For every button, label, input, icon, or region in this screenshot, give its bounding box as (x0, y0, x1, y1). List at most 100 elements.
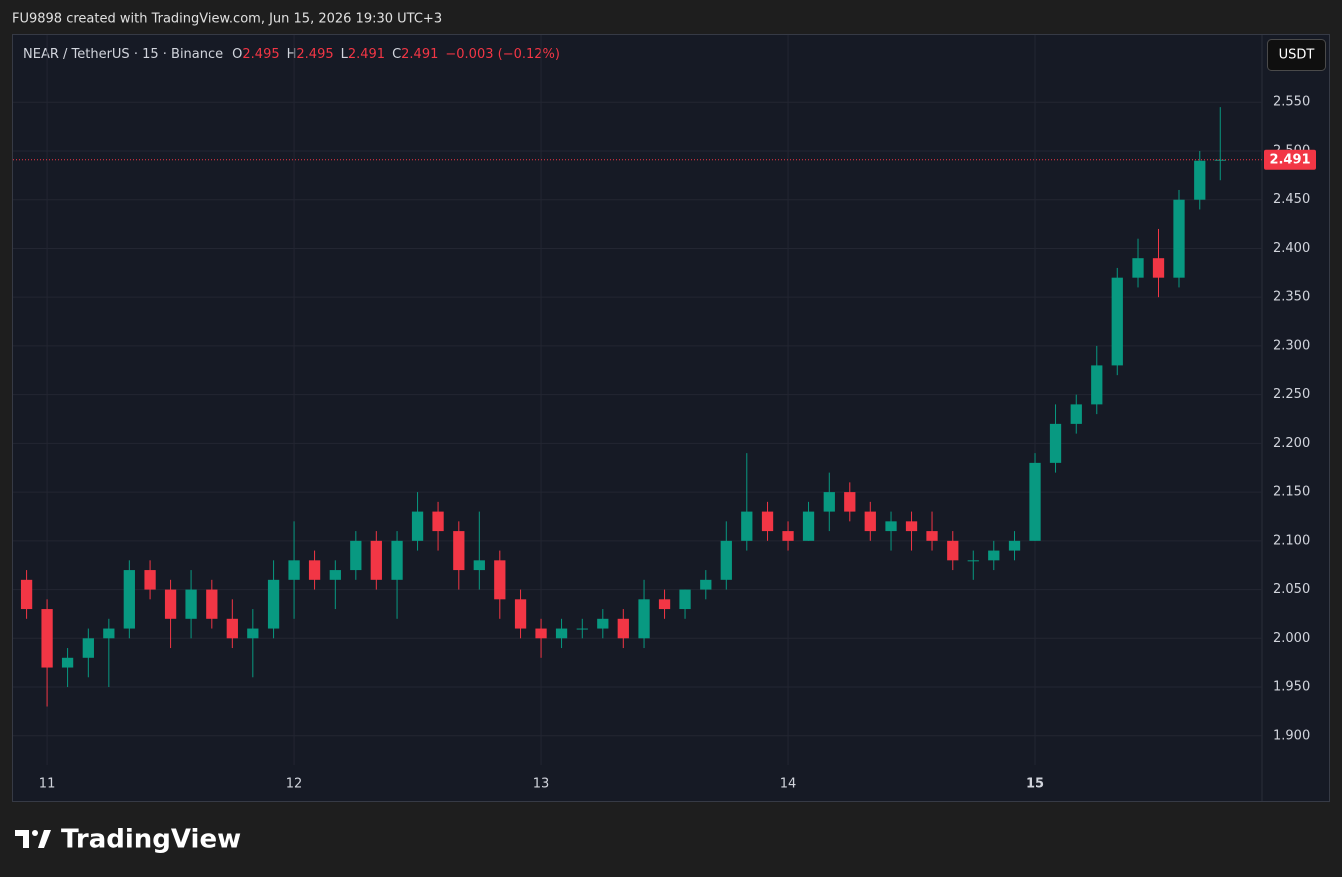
candle-body (1091, 365, 1103, 405)
legend-item: H (287, 47, 297, 62)
legend-text: NEAR / TetherUS · 15 · Binance O2.495 H2.4… (23, 47, 560, 62)
legend-item: NEAR / TetherUS · 15 · Binance (23, 47, 223, 62)
candle-body (1049, 423, 1062, 463)
candle-body (1173, 199, 1185, 278)
candle-body (144, 570, 156, 590)
candle-body (741, 511, 753, 541)
candle-body (967, 560, 979, 562)
candle-body (226, 618, 238, 639)
legend-item: 2.491 (401, 47, 438, 62)
candle-body (658, 599, 671, 610)
candle-body (1008, 540, 1021, 551)
candle-body (1194, 160, 1206, 200)
candle-body (555, 628, 568, 639)
y-tick-label: 2.550 (1273, 95, 1310, 110)
legend-item: O (232, 47, 242, 62)
candle-body (1214, 159, 1226, 161)
footer-logo-icon (15, 830, 51, 848)
y-tick-label: 2.250 (1273, 387, 1310, 402)
x-tick-label: 12 (286, 777, 303, 792)
candle-body (185, 589, 197, 619)
candle-body (1029, 462, 1041, 541)
candle-body (1070, 404, 1082, 424)
y-tick-label: 2.350 (1273, 290, 1310, 305)
x-tick-label: 11 (39, 777, 56, 792)
y-tick-label: 2.200 (1273, 436, 1310, 451)
legend-item: 2.495 (296, 47, 333, 62)
candle-body (844, 492, 856, 512)
candle-body (617, 618, 629, 639)
x-tick-label: 15 (1026, 777, 1044, 792)
y-tick-label: 2.300 (1273, 338, 1310, 353)
candle-body (206, 589, 218, 619)
y-tick-label: 2.100 (1273, 533, 1310, 548)
currency-button[interactable] (1267, 39, 1326, 71)
logo-shape (38, 830, 51, 848)
candle-body (885, 521, 897, 532)
candle-body (576, 628, 588, 630)
candle-body (329, 570, 341, 580)
plot: 1.900 1.950 2.000 2.050 2.100 2.150 2.200 2.250… (13, 35, 1316, 792)
legend-item: C (392, 47, 401, 62)
chart-pane (12, 34, 1330, 802)
candle-body (905, 521, 918, 532)
candle-body (988, 550, 1000, 561)
candle-body (494, 560, 506, 600)
candle-body (679, 589, 691, 610)
candle-body (432, 511, 444, 532)
y-tick-label: 2.150 (1273, 485, 1310, 500)
candle-body (761, 511, 774, 532)
last-price-badge (1264, 149, 1316, 170)
y-tick-label: 1.900 (1273, 728, 1310, 743)
candle-body (350, 540, 362, 571)
candle-body (1152, 258, 1165, 278)
footer-logo: TradingView (61, 825, 241, 855)
legend-item: −0.003 (−0.12%) (445, 47, 560, 62)
y-tick-label: 2.000 (1273, 631, 1310, 646)
candle-body (638, 599, 650, 639)
y-tick-label: 1.950 (1273, 680, 1310, 695)
candle-body (720, 540, 732, 580)
legend: NEAR / TetherUS · 15 · Binance O2.495 H2.4… (23, 47, 560, 62)
candle-body (700, 579, 712, 590)
candle-body (1132, 258, 1144, 278)
candle-body (782, 531, 794, 541)
candle-body (267, 579, 280, 629)
candle-body (82, 638, 94, 658)
candle-body (103, 628, 115, 639)
header: FU9898 created with TradingView.com, Jun… (12, 12, 442, 27)
candle-body (926, 531, 938, 541)
candle-body (61, 657, 74, 668)
candle-body (308, 560, 321, 580)
candle-body (823, 492, 835, 512)
y-tick-label: 2.400 (1273, 241, 1310, 256)
last-price-label: 2.491 (1269, 152, 1310, 167)
candle-body (473, 560, 485, 571)
currency-label[interactable]: USDT (1279, 48, 1315, 63)
candle-body (535, 628, 547, 639)
logo-dot (32, 830, 38, 836)
candle-body (247, 628, 259, 639)
candle-body (947, 540, 959, 561)
y-tick-label: 2.450 (1273, 192, 1310, 207)
logo-shape (15, 830, 29, 848)
x-tick-label: 14 (780, 777, 797, 792)
candle-body (411, 511, 424, 541)
x-tick-label: 13 (533, 777, 550, 792)
legend-item: 2.495 (242, 47, 279, 62)
candle-body (514, 599, 527, 629)
legend-item: 2.491 (348, 47, 385, 62)
y-tick-label: 2.050 (1273, 582, 1310, 597)
candle-body (802, 511, 815, 541)
candle-body (123, 570, 135, 629)
legend-item: L (341, 47, 349, 62)
candle-body (370, 540, 382, 580)
candle-body (391, 540, 403, 580)
candle-body (20, 579, 33, 610)
candle-body (288, 560, 300, 580)
candle-body (597, 618, 609, 629)
candle-body (864, 511, 876, 532)
candle-body (453, 531, 465, 571)
candle-body (164, 589, 177, 619)
